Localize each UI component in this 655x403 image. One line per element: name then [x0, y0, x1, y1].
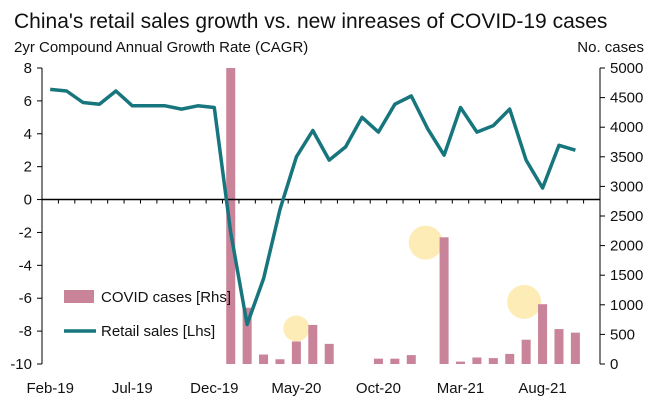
legend: COVID cases [Rhs] Retail sales [Lhs]: [64, 289, 231, 340]
left-tick-label: 0: [24, 192, 32, 209]
covid-bar: [324, 343, 334, 364]
left-tick-label: 6: [24, 93, 32, 110]
x-tick-label: Jul-19: [112, 380, 153, 397]
x-tick-label: Mar-21: [437, 380, 485, 397]
x-ticks-group: Feb-19 Jul-19 Dec-19 May-20 Oct-20 Mar-21 Aug-…: [26, 199, 585, 397]
left-tick-label: 8: [24, 60, 32, 77]
legend-covid-label: COVID cases [Rhs]: [101, 289, 231, 306]
x-tick-label: Feb-19: [26, 380, 74, 397]
covid-bar: [308, 324, 318, 364]
right-tick-label: 2500: [610, 208, 643, 225]
right-tick-label: 5000: [610, 60, 643, 77]
covid-bar: [275, 359, 285, 364]
chart-title: China's retail sales growth vs. new inre…: [14, 10, 607, 33]
highlight-circle: [283, 315, 310, 342]
covid-bar: [538, 304, 548, 364]
left-tick-label: 4: [24, 126, 32, 143]
right-tick-label: 0: [610, 356, 618, 373]
covid-bar: [488, 358, 498, 364]
right-tick-label: 1000: [610, 297, 643, 314]
covid-bar: [259, 354, 269, 364]
covid-bar: [570, 332, 580, 364]
covid-bar: [521, 339, 531, 364]
left-tick-label: -10: [10, 356, 32, 373]
right-tick-label: 3500: [610, 149, 643, 166]
left-tick-label: -2: [19, 224, 32, 241]
x-tick-label: Oct-20: [356, 380, 401, 397]
covid-bar: [472, 357, 482, 364]
highlight-circle: [408, 225, 443, 260]
highlight-circle: [507, 284, 542, 319]
right-tick-label: 1500: [610, 267, 643, 284]
covid-bar: [242, 307, 252, 364]
chart-subtitle: 2yr Compound Annual Growth Rate (CAGR): [14, 39, 308, 56]
legend-covid-swatch: [64, 290, 94, 303]
covid-bar: [226, 68, 236, 364]
legend-retail-label: Retail sales [Lhs]: [101, 323, 215, 340]
right-axis-label: No. cases: [577, 39, 644, 56]
retail-sales-line: [50, 87, 576, 327]
x-tick-label: Aug-21: [518, 380, 566, 397]
covid-bar: [406, 355, 416, 364]
covid-bar: [554, 329, 564, 364]
covid-bar: [505, 353, 515, 364]
left-tick-label: 2: [24, 159, 32, 176]
covid-bar: [373, 358, 383, 364]
right-tick-label: 4000: [610, 119, 643, 136]
highlight-group: [283, 225, 542, 342]
left-tick-label: -6: [19, 290, 32, 307]
bars-group: [226, 68, 580, 364]
right-tick-label: 2000: [610, 238, 643, 255]
covid-bar: [390, 358, 400, 364]
right-tick-label: 500: [610, 326, 635, 343]
right-tick-label: 3000: [610, 178, 643, 195]
x-tick-label: Dec-19: [190, 380, 238, 397]
x-tick-label: May-20: [271, 380, 321, 397]
left-ticks-group: 8 6 4 2 0 -2 -4 -6 -8 -10: [10, 60, 42, 373]
covid-bar: [455, 361, 466, 364]
covid-bar: [439, 237, 449, 364]
left-tick-label: -8: [19, 323, 32, 340]
right-tick-label: 4500: [610, 90, 643, 107]
covid-bar: [291, 341, 301, 364]
left-tick-label: -4: [19, 257, 32, 274]
